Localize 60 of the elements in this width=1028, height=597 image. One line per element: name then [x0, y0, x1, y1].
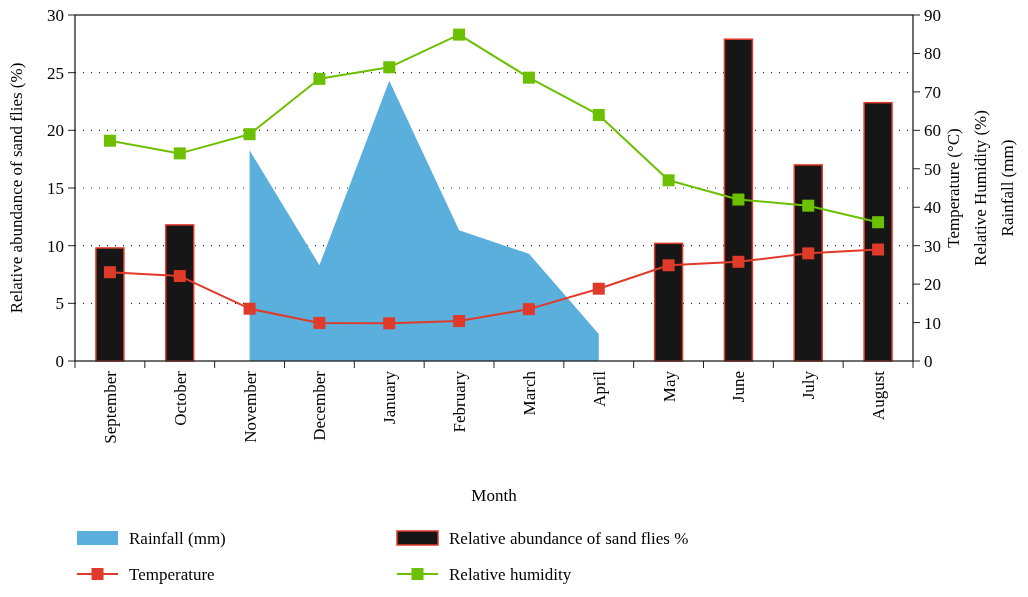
x-tick-label: December	[310, 370, 330, 441]
x-tick-label: July	[799, 370, 819, 400]
x-tick-label: June	[729, 371, 749, 403]
point	[243, 302, 256, 315]
point	[522, 303, 535, 316]
y2-axis-title: Temperature (°C) Relative Humidity (%) Rainfall (mm)	[944, 110, 1017, 266]
point	[173, 270, 186, 283]
x-tick-label: November	[240, 370, 260, 443]
point	[522, 71, 535, 84]
point	[453, 315, 466, 328]
x-tick-label: August	[869, 370, 889, 421]
legend-label: Rainfall (mm)	[129, 528, 226, 548]
point	[383, 317, 396, 330]
x-tick-label: September	[100, 370, 120, 444]
x-axis-title: Month	[471, 486, 518, 505]
y2-tick-label: 20	[924, 275, 941, 295]
point	[313, 316, 326, 329]
point	[802, 247, 815, 260]
legend-label: Relative humidity	[449, 564, 572, 584]
y2-tick-label: 10	[924, 313, 941, 333]
y2-tick-label: 40	[924, 198, 941, 218]
x-tick-label: January	[380, 370, 400, 424]
point	[732, 255, 745, 268]
x-tick-label: February	[450, 370, 470, 433]
y-tick-label: 20	[47, 121, 64, 141]
point	[383, 61, 396, 74]
point	[872, 216, 885, 229]
y2-tick-label: 0	[924, 351, 933, 371]
point	[592, 282, 605, 295]
y-tick-label: 25	[47, 63, 64, 83]
y2-tick-label: 60	[924, 121, 941, 141]
y-tick-label: 0	[55, 351, 64, 371]
x-tick-label: April	[589, 370, 609, 407]
legend-label: Temperature	[129, 564, 215, 584]
y-tick-label: 15	[47, 178, 64, 198]
x-tick-label: March	[519, 370, 539, 416]
y-tick-label: 30	[47, 5, 64, 25]
point	[732, 193, 745, 206]
y-axis-title: Relative abundance of sand flies (%)	[7, 62, 26, 314]
y-tick-label: 10	[47, 236, 64, 256]
y2-tick-label: 80	[924, 44, 941, 64]
point	[872, 243, 885, 256]
y2-tick-label: 90	[924, 5, 941, 25]
point	[662, 174, 675, 187]
x-tick-label: October	[170, 370, 190, 426]
y2-tick-label: 30	[924, 236, 941, 256]
point	[103, 266, 116, 279]
point	[243, 128, 256, 141]
point	[103, 134, 116, 147]
point	[592, 108, 605, 121]
y2-tick-label: 50	[924, 159, 941, 179]
y-tick-label: 5	[55, 294, 64, 314]
point	[662, 259, 675, 272]
x-tick-label: May	[659, 370, 679, 403]
point	[802, 199, 815, 212]
y2-tick-label: 70	[924, 82, 941, 102]
point	[313, 72, 326, 85]
point	[453, 28, 466, 41]
legend-label: Relative abundance of sand flies %	[449, 528, 689, 548]
point	[173, 147, 186, 160]
